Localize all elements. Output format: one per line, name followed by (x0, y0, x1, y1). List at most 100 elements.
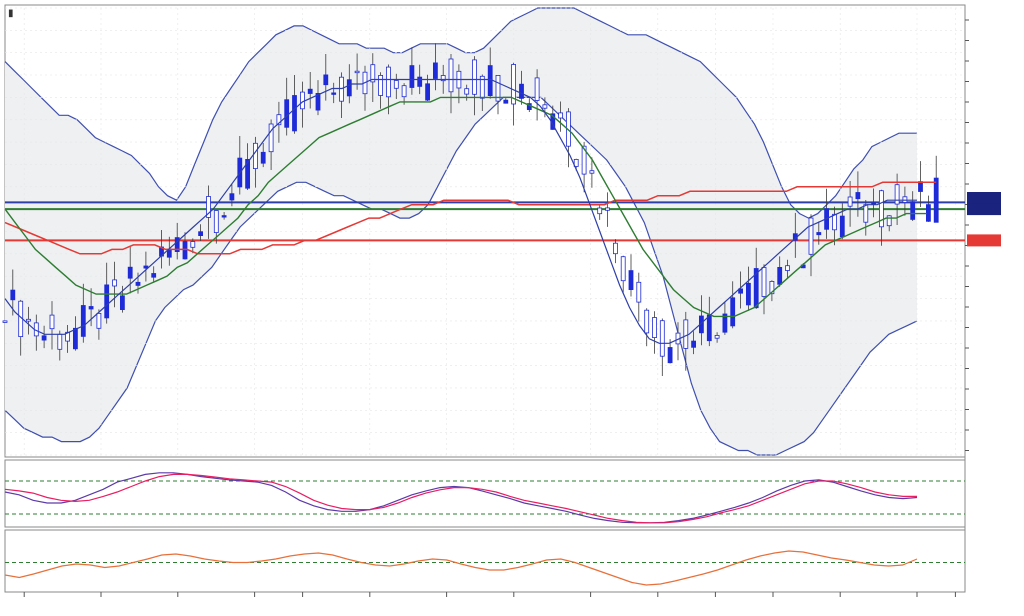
candle-body (558, 112, 563, 119)
candle-body (753, 268, 759, 309)
fast-moving-average-line (4, 78, 917, 344)
candle-body (613, 242, 618, 255)
candle-body (448, 58, 454, 93)
candle-body (198, 231, 204, 236)
candle-body (112, 279, 117, 287)
candle-body (245, 158, 251, 189)
slow-moving-average-line (4, 181, 937, 255)
candle-body (519, 83, 524, 99)
candle-body (487, 65, 493, 96)
candle-body (597, 207, 603, 215)
oscillator-layer (4, 472, 965, 524)
candle-body (879, 190, 884, 228)
candle-body (213, 210, 219, 234)
candle-body (628, 270, 634, 291)
horizontal-lines-layer (5, 201, 965, 242)
time-axis[interactable] (23, 592, 956, 597)
candle-body (315, 93, 321, 111)
candle-body (143, 265, 149, 269)
candle-body (292, 95, 297, 132)
candle-body (331, 92, 337, 95)
moving-average-layer (4, 78, 937, 344)
candle-body (926, 204, 931, 222)
candles-layer (2, 43, 939, 376)
candle-body (652, 317, 657, 339)
candle-body (839, 215, 845, 238)
candle-body (221, 215, 227, 218)
oscillator-series-line (4, 473, 917, 524)
candle-body (761, 267, 767, 297)
candle-body (706, 314, 712, 342)
candle-body (182, 241, 188, 260)
candle-body (393, 80, 399, 89)
candle-body (871, 202, 876, 205)
chart-header-mark: ▮ (8, 8, 14, 19)
candle-body (354, 70, 360, 74)
candle-body (252, 142, 258, 170)
candle-body (174, 237, 180, 253)
candle-body (417, 76, 423, 87)
candle-body (886, 215, 892, 227)
candle-body (401, 85, 407, 98)
candle-body (88, 306, 94, 310)
momentum-layer (4, 550, 965, 586)
candle-body (855, 192, 861, 200)
candle-body (346, 79, 352, 97)
candle-body (127, 266, 133, 279)
candle-body (120, 295, 125, 310)
candle-body (80, 305, 86, 337)
candle-body (206, 196, 211, 218)
candle-body (511, 64, 517, 105)
price-axis[interactable] (965, 19, 969, 451)
candle-body (151, 273, 157, 278)
candle-body (229, 193, 235, 201)
candle-body (260, 151, 266, 164)
candle-body (409, 65, 415, 88)
candle-body (385, 66, 391, 98)
mid-moving-average-line (4, 96, 927, 318)
candle-body (714, 334, 720, 339)
candle-body (894, 184, 900, 205)
momentum-series-line (4, 550, 918, 586)
candle-body (299, 91, 305, 110)
candle-body (620, 256, 626, 282)
candle-body (542, 104, 548, 109)
candle-body (440, 75, 446, 82)
candle-body (307, 88, 313, 94)
candle-body (659, 320, 665, 357)
candle-body (503, 99, 509, 104)
candle-body (785, 265, 790, 271)
candle-body (644, 309, 650, 334)
candle-body (832, 213, 837, 231)
bollinger-upper-line (4, 7, 917, 219)
candle-body (464, 88, 470, 95)
candle-body (769, 280, 775, 295)
oscillator-panel[interactable] (4, 459, 966, 528)
candle-body (190, 241, 196, 248)
candle-body (605, 207, 610, 211)
candle-body (534, 77, 540, 101)
candle-body (268, 123, 274, 153)
candle-body (816, 232, 822, 236)
candle-body (378, 75, 384, 96)
grid-layer (5, 7, 965, 456)
candle-body (777, 266, 783, 285)
candle-body (370, 64, 376, 83)
candle-body (479, 75, 485, 99)
candle-body (57, 333, 63, 350)
candle-body (284, 99, 290, 128)
momentum-panel[interactable] (4, 529, 966, 593)
candle-body (808, 217, 814, 255)
candle-body (339, 76, 344, 102)
candle-body (26, 318, 31, 322)
candle-body (863, 204, 869, 223)
candle-body (323, 74, 329, 86)
candle-body (667, 347, 673, 364)
price-label-box (967, 192, 1001, 204)
candle-body (636, 281, 642, 303)
candle-body (918, 181, 923, 192)
candle-body (10, 289, 16, 301)
bollinger-band-fill (5, 8, 917, 455)
